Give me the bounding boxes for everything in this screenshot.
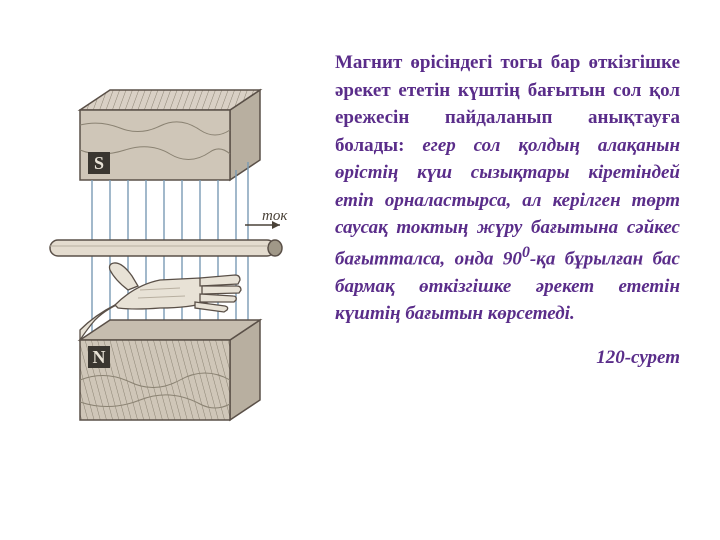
conductor-rod xyxy=(50,240,282,256)
figure-caption: 120-сурет xyxy=(335,347,680,369)
figure-column: S xyxy=(0,30,320,520)
left-hand-rule-figure: S xyxy=(40,80,300,430)
main-paragraph: Магнит өрісіндегі тогы бар өткізгішке әр… xyxy=(335,49,680,328)
n-pole-label: N xyxy=(93,347,106,367)
s-pole-label: S xyxy=(94,153,104,173)
current-arrow: ток xyxy=(245,208,288,229)
page-root: S xyxy=(0,0,720,540)
current-label: ток xyxy=(262,208,288,224)
text-column: Магнит өрісіндегі тогы бар өткізгішке әр… xyxy=(320,30,680,520)
text-rule-sup: 0 xyxy=(522,244,530,261)
